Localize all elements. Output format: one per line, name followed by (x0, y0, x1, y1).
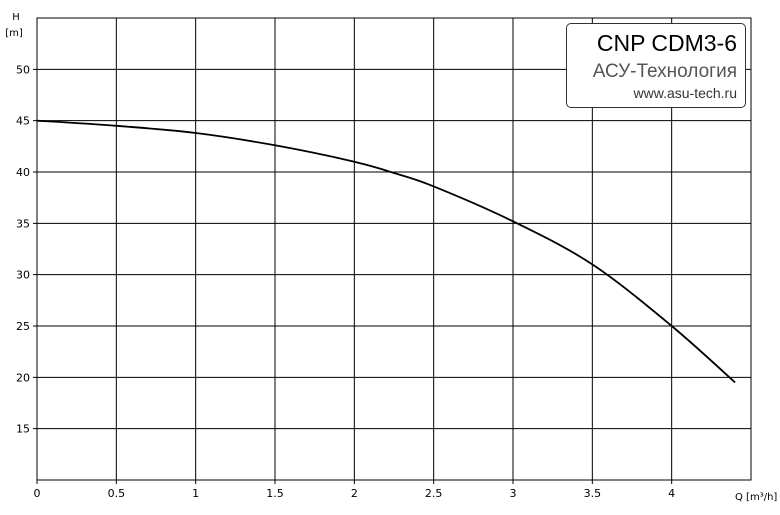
x-tick-label: 3.5 (584, 487, 602, 500)
y-tick-label: 50 (16, 63, 30, 76)
y-tick-label: 40 (16, 166, 30, 179)
pump-head-curve (36, 119, 736, 384)
x-tick-label: 1.5 (266, 487, 284, 500)
x-tick-label: 0.5 (108, 487, 126, 500)
x-tick-label: 2.5 (425, 487, 443, 500)
company-name: АСУ-Технология (592, 61, 737, 82)
x-tick-label: 3 (510, 487, 517, 500)
y-axis-label: H (12, 12, 20, 23)
tick-labels: 0 0.5 1 1.5 2 2.5 3 3.5 4 15 20 25 30 35 40 45 50 (16, 63, 675, 500)
y-tick-label: 20 (16, 371, 30, 384)
x-tick-label: 2 (351, 487, 358, 500)
x-tick-label: 4 (668, 487, 675, 500)
x-tick-label: 1 (192, 487, 199, 500)
company-website: www.asu-tech.ru (633, 85, 737, 101)
x-axis-label: Q [m³/h] (735, 492, 777, 503)
y-tick-label: 35 (16, 217, 30, 230)
y-axis-unit: [m] (5, 28, 23, 39)
y-tick-label: 15 (16, 423, 30, 436)
y-tick-label: 25 (16, 320, 30, 333)
y-tick-label: 30 (16, 269, 30, 282)
legend-box: CNP CDM3-6 АСУ-Технология www.asu-tech.r… (566, 23, 746, 108)
y-tick-label: 45 (16, 115, 30, 128)
x-tick-label: 0 (34, 487, 41, 500)
pump-model-title: CNP CDM3-6 (596, 30, 737, 56)
grid (33, 17, 752, 484)
